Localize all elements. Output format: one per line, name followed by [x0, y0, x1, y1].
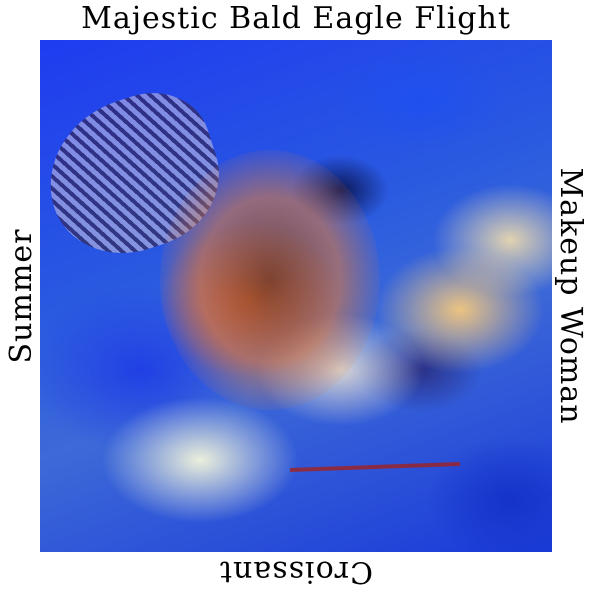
caption-right: Makeup Woman: [553, 167, 588, 425]
eagle-body: [160, 150, 380, 410]
caption-left: Summer: [4, 228, 39, 364]
red-streak: [289, 462, 461, 472]
caption-bottom: Croissant: [219, 554, 374, 589]
eagle-photo: [40, 40, 552, 552]
caption-top: Majestic Bald Eagle Flight: [81, 1, 511, 36]
